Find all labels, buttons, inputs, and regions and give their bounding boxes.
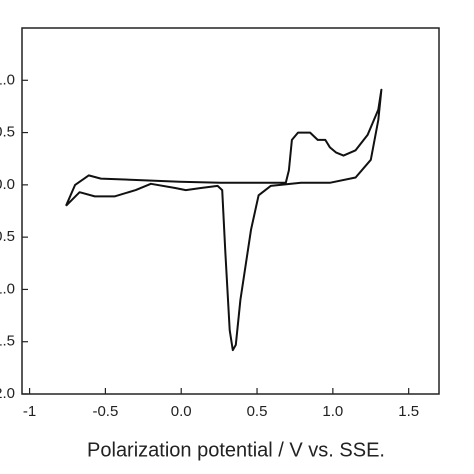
curve — [65, 88, 383, 352]
y-tick-label: -2.0 — [0, 385, 15, 402]
y-tick-label: -0.5 — [0, 228, 15, 245]
x-axis-label: Polarization potential / V vs. SSE. — [87, 439, 385, 461]
x-tick-label: -0.5 — [92, 403, 118, 420]
x-tick-label: 0.5 — [247, 403, 268, 420]
y-tick-label: 1.0 — [0, 71, 15, 88]
y-tick-label: -1.5 — [0, 333, 15, 350]
y-tick-label: -1.0 — [0, 280, 15, 297]
x-tick-label: 1.5 — [398, 403, 419, 420]
plot-frame — [21, 27, 440, 395]
x-tick-label: 0.0 — [171, 403, 192, 420]
x-tick-label: -1 — [23, 403, 36, 420]
y-tick-label: 0.5 — [0, 124, 15, 141]
y-tick-label: 0.0 — [0, 176, 15, 193]
x-tick-label: 1.0 — [322, 403, 343, 420]
